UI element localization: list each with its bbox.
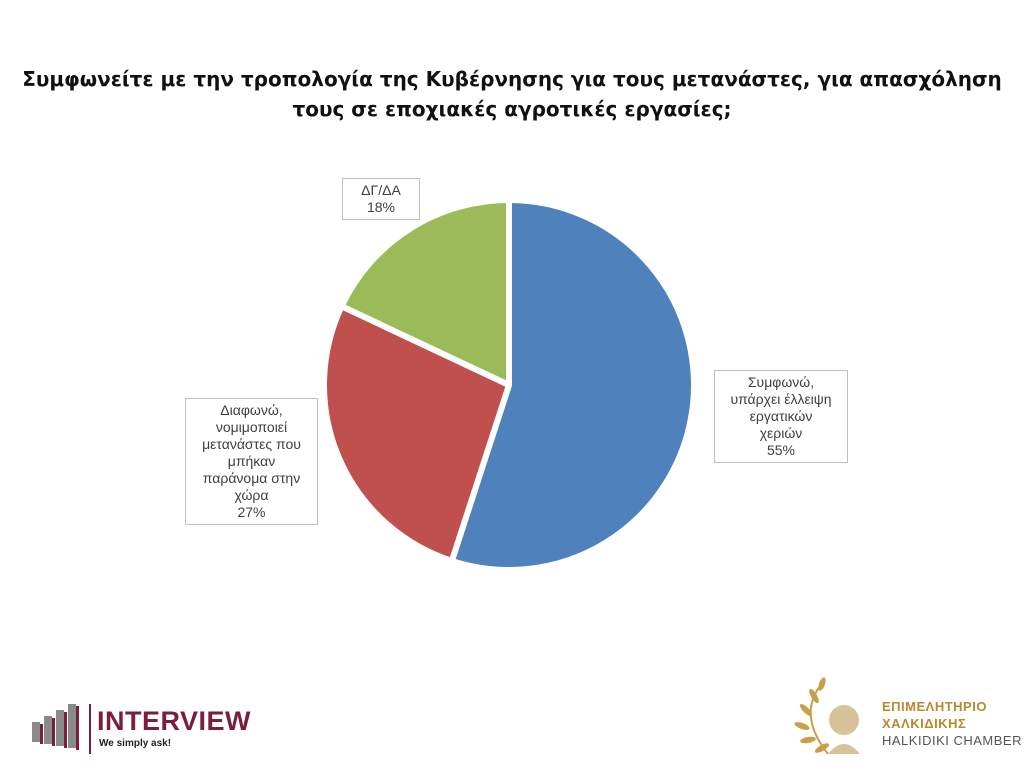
chamber-name-english: HALKIDIKI CHAMBER (882, 733, 1022, 748)
slice-label-disagree-line-6: χώρα (234, 487, 269, 503)
interview-bars-icon (32, 704, 79, 750)
slice-label-agree-line-1: Συμφωνώ, (747, 374, 815, 390)
slice-label-disagree-line-5: παράνομα στην (202, 470, 301, 486)
slice-label-agree-line-2: υπάρχει έλλειψη (730, 391, 832, 407)
slice-value-agree: 55% (766, 442, 796, 458)
interview-divider (89, 704, 91, 754)
interview-logo: INTERVIEW We simply ask! (30, 700, 260, 758)
slice-label-agree: Συμφωνώ, υπάρχει έλλειψη εργατικών χεριώ… (714, 370, 848, 463)
chamber-name-greek-1: ΕΠΙΜΕΛΗΤΗΡΙΟ (882, 699, 987, 714)
chart-title-line-2: τους σε εποχιακές αγροτικές εργασίες; (292, 97, 732, 121)
slice-value-dk: 18% (366, 199, 396, 215)
halkidiki-chamber-logo: ΕΠΙΜΕΛΗΤΗΡΙΟ ΧΑΛΚΙΔΙΚΗΣ HALKIDIKI CHAMBE… (792, 676, 1022, 766)
interview-name: INTERVIEW (97, 706, 252, 736)
slice-label-dk-line-1: ΔΓ/ΔΑ (361, 182, 401, 198)
slice-label-disagree-line-2: νομιμοποιεί (215, 419, 288, 435)
interview-tagline: We simply ask! (99, 738, 172, 749)
slice-label-disagree-line-3: μετανάστες που (202, 436, 301, 452)
laurel-bust-icon (794, 677, 860, 755)
chart-title: Συμφωνείτε με την τροπολογία της Κυβέρνη… (0, 64, 1024, 124)
pie-slice-agree (448, 197, 697, 573)
slice-value-disagree: 27% (237, 504, 266, 520)
chart-title-line-1: Συμφωνείτε με την τροπολογία της Κυβέρνη… (22, 67, 1002, 91)
slice-label-agree-line-3: εργατικών (749, 408, 813, 424)
slice-label-dk: ΔΓ/ΔΑ 18% (342, 178, 420, 220)
slice-label-disagree-line-1: Διαφωνώ, (220, 402, 283, 418)
slice-label-disagree: Διαφωνώ, νομιμοποιεί μετανάστες που μπήκ… (185, 398, 318, 525)
slice-label-agree-line-4: χεριών (759, 425, 803, 441)
chamber-name-greek-2: ΧΑΛΚΙΔΙΚΗΣ (882, 716, 967, 731)
slice-label-disagree-line-4: μπήκαν (227, 453, 276, 469)
pie-slice-dk (338, 197, 512, 388)
pie-slice-disagree (321, 303, 512, 564)
